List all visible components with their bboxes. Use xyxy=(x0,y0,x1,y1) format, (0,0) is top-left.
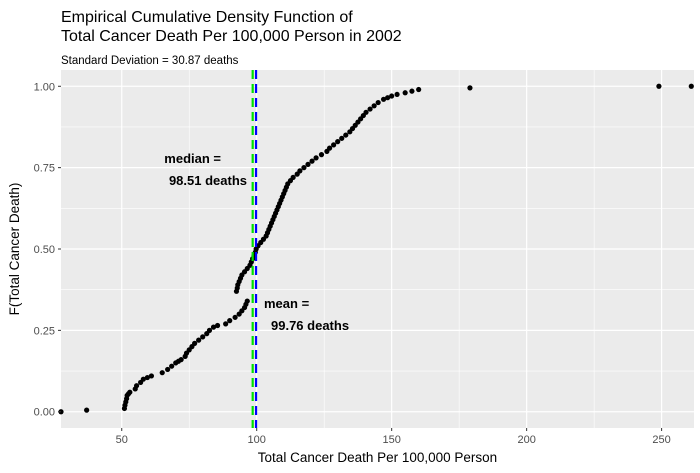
data-point xyxy=(127,389,133,395)
data-point xyxy=(290,174,296,180)
data-point xyxy=(343,132,349,138)
data-point xyxy=(656,83,662,89)
data-point xyxy=(297,168,303,174)
chart-title-line1: Empirical Cumulative Density Function of xyxy=(61,9,353,26)
chart-subtitle: Standard Deviation = 30.87 deaths xyxy=(61,55,239,67)
data-point xyxy=(394,91,400,98)
data-point xyxy=(318,152,325,158)
data-point xyxy=(200,334,206,340)
data-point xyxy=(409,88,415,94)
data-points xyxy=(58,83,694,415)
reference-lines xyxy=(251,70,258,428)
data-point xyxy=(367,106,373,112)
data-point xyxy=(196,337,202,343)
x-tick-label: 200 xyxy=(517,434,535,446)
data-point xyxy=(169,363,175,369)
data-point xyxy=(133,383,140,389)
data-point xyxy=(363,109,369,115)
median-label-line1: median = xyxy=(164,151,221,166)
data-point xyxy=(192,340,198,346)
data-point xyxy=(84,407,90,413)
y-axis-title: F(Total Cancer Death) xyxy=(7,183,22,316)
x-tick-label: 150 xyxy=(382,434,400,446)
data-point xyxy=(178,357,184,363)
data-point xyxy=(309,158,315,164)
data-point xyxy=(688,83,694,89)
data-point xyxy=(467,85,473,91)
data-point xyxy=(223,321,229,327)
y-tick-label: 0.00 xyxy=(34,407,55,419)
data-point xyxy=(385,95,391,101)
data-point xyxy=(148,373,155,379)
data-point xyxy=(389,93,395,99)
data-point xyxy=(380,96,387,102)
data-point xyxy=(227,318,233,324)
data-point xyxy=(244,298,250,304)
x-tick-label: 250 xyxy=(652,434,670,446)
y-tick-label: 0.25 xyxy=(34,325,55,337)
data-point xyxy=(305,161,311,167)
data-point xyxy=(375,99,381,106)
mean-label-line1: mean = xyxy=(264,296,310,311)
data-point xyxy=(165,366,171,373)
data-point xyxy=(339,135,345,141)
data-point xyxy=(301,165,307,171)
data-point xyxy=(144,374,150,381)
data-point xyxy=(371,103,377,109)
median-label-line2: 98.51 deaths xyxy=(169,173,247,188)
data-point xyxy=(232,314,238,320)
data-point xyxy=(313,155,319,161)
data-point xyxy=(326,145,333,151)
x-tick-label: 100 xyxy=(248,434,266,446)
mean-label-line2: 99.76 deaths xyxy=(271,318,349,333)
data-point xyxy=(335,139,341,145)
x-tick-label: 50 xyxy=(116,434,128,446)
data-point xyxy=(159,370,165,376)
data-point xyxy=(416,86,422,93)
y-axis-ticks: 0.00 0.25 0.50 0.75 1.00 xyxy=(34,81,61,419)
data-point xyxy=(402,90,408,96)
x-axis-ticks: 50 100 150 200 250 xyxy=(116,428,671,446)
x-axis-title: Total Cancer Death Per 100,000 Person xyxy=(258,450,497,465)
y-tick-label: 1.00 xyxy=(34,81,55,93)
y-tick-label: 0.75 xyxy=(34,163,55,175)
data-point xyxy=(206,327,213,333)
data-point xyxy=(140,376,146,382)
data-point xyxy=(214,322,221,329)
data-point xyxy=(331,142,337,148)
data-point xyxy=(210,324,217,330)
chart-title-line2: Total Cancer Death Per 100,000 Person in… xyxy=(61,28,402,45)
y-tick-label: 0.50 xyxy=(34,244,55,256)
